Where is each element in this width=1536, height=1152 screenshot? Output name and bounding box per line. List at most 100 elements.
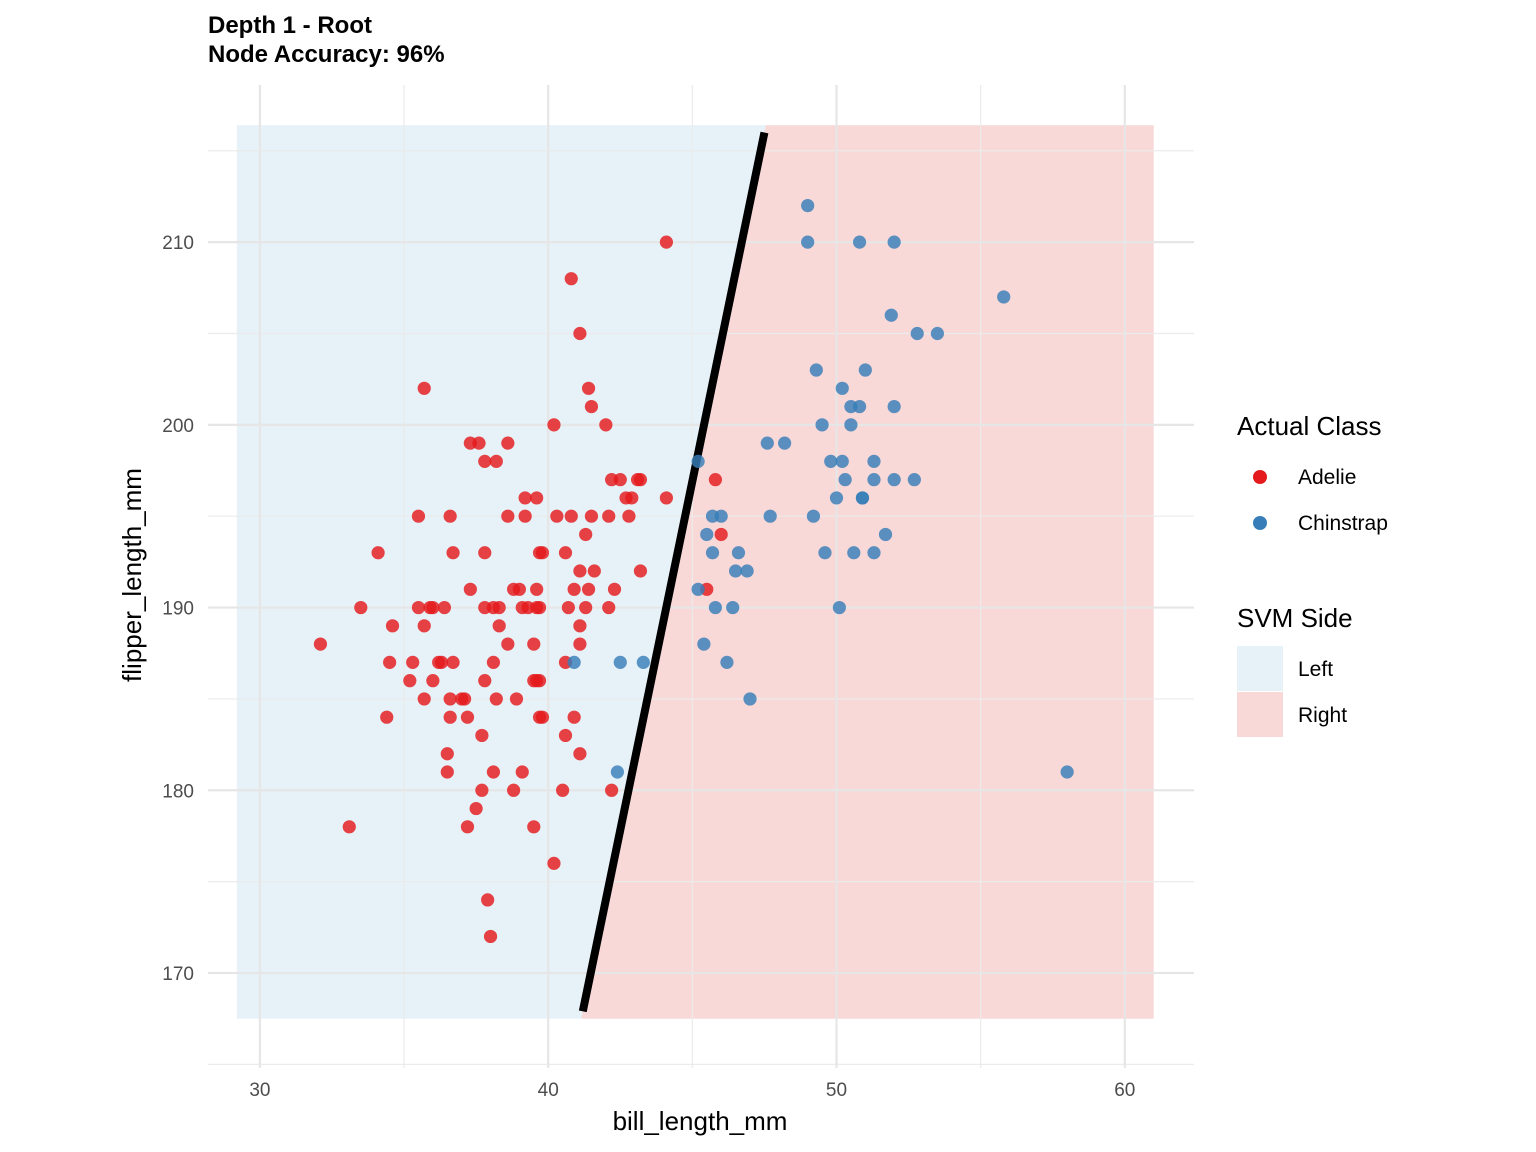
chinstrap-point <box>691 454 705 468</box>
legend-adelie-key <box>1253 470 1267 484</box>
adelie-point <box>380 710 394 724</box>
adelie-point <box>403 674 417 688</box>
chinstrap-point <box>844 418 858 432</box>
chinstrap-point <box>887 473 901 487</box>
chinstrap-point <box>700 527 714 542</box>
adelie-point <box>478 546 492 560</box>
adelie-point <box>558 546 573 560</box>
chinstrap-point <box>806 509 821 523</box>
adelie-point <box>633 473 648 487</box>
adelie-point <box>440 765 454 779</box>
adelie-point <box>426 600 440 615</box>
adelie-point <box>486 765 501 779</box>
adelie-point <box>460 820 475 834</box>
adelie-point <box>443 692 457 706</box>
chinstrap-point <box>708 600 723 615</box>
chinstrap-point <box>852 399 867 414</box>
adelie-point <box>622 509 636 523</box>
adelie-point <box>564 509 578 523</box>
chinstrap-point <box>731 546 746 560</box>
adelie-point <box>501 509 515 523</box>
chinstrap-point <box>887 235 901 249</box>
chinstrap-point <box>567 655 581 669</box>
chinstrap-point <box>760 436 774 450</box>
adelie-point <box>584 509 599 523</box>
adelie-point <box>633 564 648 578</box>
legend-side-title: SVM Side <box>1237 603 1353 633</box>
adelie-point <box>714 527 728 542</box>
axis-ticks: 30 40 50 60 170 180 190 200 210 <box>162 233 1135 1101</box>
data-points <box>313 198 1074 944</box>
adelie-point <box>515 765 529 779</box>
chinstrap-point <box>858 363 872 377</box>
adelie-point <box>550 509 564 523</box>
adelie-point <box>501 436 515 450</box>
legend-left-label: Left <box>1298 658 1333 681</box>
legend-chinstrap-label: Chinstrap <box>1298 512 1388 535</box>
adelie-point <box>579 600 593 615</box>
svm-boundary <box>578 131 769 1013</box>
adelie-point <box>371 546 385 560</box>
adelie-point <box>573 564 587 578</box>
adelie-point <box>426 674 440 688</box>
adelie-point <box>581 582 596 596</box>
chart-title: Depth 1 - Root <box>208 12 372 39</box>
adelie-point <box>530 582 544 596</box>
adelie-point <box>535 710 550 724</box>
y-tick-label: 180 <box>162 781 194 802</box>
adelie-point <box>532 674 547 688</box>
adelie-point <box>607 582 622 596</box>
chinstrap-point <box>907 473 921 487</box>
chinstrap-point <box>852 235 867 249</box>
y-tick-label: 190 <box>162 599 194 620</box>
adelie-point <box>532 600 547 615</box>
adelie-point <box>481 893 495 907</box>
adelie-point <box>434 655 449 669</box>
adelie-point <box>313 637 328 651</box>
chinstrap-point <box>835 381 849 395</box>
x-tick-label: 40 <box>538 1080 559 1101</box>
adelie-point <box>561 600 575 615</box>
adelie-point <box>443 710 457 724</box>
chinstrap-point <box>610 765 624 779</box>
adelie-point <box>659 235 674 249</box>
y-tick-label: 200 <box>162 416 194 437</box>
chinstrap-point <box>801 235 815 249</box>
chinstrap-point <box>930 326 945 341</box>
adelie-point <box>460 710 475 724</box>
adelie-point <box>501 637 515 651</box>
adelie-point <box>509 692 524 706</box>
adelie-point <box>463 582 477 596</box>
x-tick-label: 30 <box>249 1080 270 1101</box>
chinstrap-point <box>763 509 777 523</box>
adelie-point <box>483 929 498 944</box>
adelie-point <box>446 546 460 560</box>
chinstrap-point <box>887 399 901 414</box>
chinstrap-point <box>867 454 881 468</box>
adelie-point <box>472 436 486 450</box>
chinstrap-point <box>878 527 893 542</box>
chinstrap-point <box>726 600 740 615</box>
adelie-point <box>625 491 639 505</box>
adelie-point <box>602 509 616 523</box>
chinstrap-point <box>809 363 823 377</box>
chinstrap-point <box>697 637 711 651</box>
chinstrap-point <box>997 290 1011 304</box>
adelie-point <box>417 619 431 633</box>
adelie-point <box>708 473 723 487</box>
x-tick-label: 50 <box>826 1080 847 1101</box>
chinstrap-point <box>728 564 743 578</box>
decision-boundary-line <box>578 131 769 1013</box>
adelie-point <box>547 418 561 432</box>
chinstrap-point <box>613 655 627 669</box>
legend: Actual Class Adelie Chinstrap SVM Side L… <box>1237 411 1388 737</box>
chinstrap-point <box>855 491 870 505</box>
adelie-point <box>385 619 400 633</box>
adelie-point <box>579 527 593 542</box>
chinstrap-point <box>838 473 852 487</box>
adelie-point <box>567 582 581 596</box>
chinstrap-point <box>1060 765 1074 779</box>
adelie-point <box>492 619 506 633</box>
x-axis-title: bill_length_mm <box>613 1106 788 1136</box>
